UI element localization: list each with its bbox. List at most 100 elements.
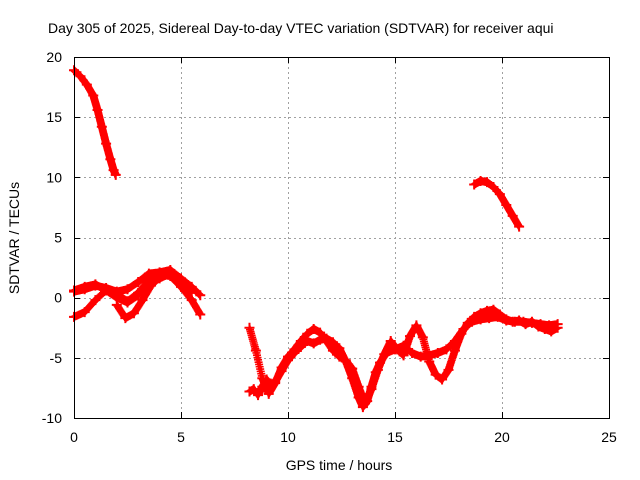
series-seg-a [69, 65, 121, 180]
data-point [552, 322, 563, 333]
data-point [366, 384, 377, 395]
data-point [507, 210, 518, 221]
data-point [75, 71, 86, 82]
data-point [276, 362, 287, 373]
data-point [353, 381, 364, 392]
data-point [122, 284, 133, 295]
data-point [120, 313, 131, 324]
data-point [90, 295, 101, 306]
data-point [340, 355, 351, 366]
data-point [379, 349, 390, 360]
y-tick-label: 10 [46, 169, 62, 185]
data-point [456, 328, 467, 339]
data-point [176, 278, 186, 289]
data-point [101, 138, 112, 149]
data-point [105, 154, 116, 165]
y-tick-label: -5 [50, 350, 63, 366]
series-seg-f [111, 269, 174, 324]
data-point [110, 169, 121, 180]
data-point [432, 348, 443, 359]
data-point [546, 326, 557, 337]
data-point [514, 221, 525, 232]
data-point [101, 285, 112, 296]
data-point [295, 335, 306, 346]
data-point [79, 281, 90, 292]
x-tick-label: 0 [70, 429, 78, 445]
data-point [270, 378, 281, 389]
data-point [437, 374, 448, 385]
data-point [283, 351, 293, 362]
series-seg-b [469, 175, 525, 232]
data-point [488, 304, 499, 315]
y-tick-label: -10 [42, 410, 62, 426]
data-point [484, 313, 495, 324]
data-point [163, 269, 174, 280]
data-point [334, 343, 345, 354]
data-point [482, 177, 493, 188]
series-trace [248, 314, 558, 410]
series-seg-h [244, 304, 563, 409]
data-point [514, 315, 525, 326]
y-axis-label: SDTVAR / TECUs [6, 182, 22, 294]
data-point [257, 373, 268, 384]
y-tick-label: 5 [54, 230, 62, 246]
data-point [263, 388, 274, 399]
grid [74, 57, 609, 418]
data-point [250, 345, 261, 356]
data-point [385, 335, 396, 346]
data-point [469, 179, 480, 190]
data-point [122, 297, 133, 308]
data-point [111, 299, 122, 310]
data-point [449, 345, 460, 356]
data-point [108, 165, 119, 176]
data-point [469, 311, 480, 322]
data-point [494, 189, 505, 200]
data-point [347, 363, 358, 374]
data-point [308, 338, 319, 349]
data-point [315, 327, 326, 338]
data-point [88, 90, 99, 101]
data-point [253, 390, 264, 401]
y-tick-label: 15 [46, 109, 62, 125]
y-tick-label: 0 [54, 290, 62, 306]
data-point [488, 181, 499, 192]
x-tick-label: 25 [601, 429, 617, 445]
x-tick-label: 5 [177, 429, 185, 445]
x-tick-label: 20 [494, 429, 510, 445]
data-point [443, 364, 454, 375]
data-point [321, 335, 332, 346]
data-point [398, 350, 409, 361]
data-point [404, 331, 415, 342]
data-point [411, 320, 422, 331]
data-point [475, 308, 486, 319]
data-point [92, 104, 103, 115]
data-point [154, 272, 165, 283]
data-point [441, 344, 452, 355]
data-point [494, 309, 505, 320]
data-point [81, 79, 92, 90]
data-point [360, 398, 371, 409]
data-point [520, 319, 531, 330]
data-point [462, 317, 473, 328]
axis-ticks: 0 5 10 15 20 25 -10 -5 0 5 10 15 20 [42, 49, 617, 445]
data-point [302, 328, 313, 339]
data-point [334, 351, 345, 362]
data-point [186, 287, 197, 298]
data-point [79, 307, 90, 318]
data-point [128, 308, 139, 319]
data-point [526, 316, 537, 327]
data-point [308, 323, 319, 334]
x-axis-label: GPS time / hours [286, 457, 393, 473]
data-point [289, 344, 300, 355]
x-tick-label: 10 [280, 429, 296, 445]
data-point [372, 364, 383, 375]
data-point [507, 316, 518, 327]
data-point [146, 280, 157, 291]
data-point [96, 121, 107, 132]
data-point [327, 345, 338, 356]
data-point [501, 314, 512, 325]
data-point [137, 295, 148, 306]
data-point [533, 321, 544, 332]
data-point [430, 369, 441, 380]
